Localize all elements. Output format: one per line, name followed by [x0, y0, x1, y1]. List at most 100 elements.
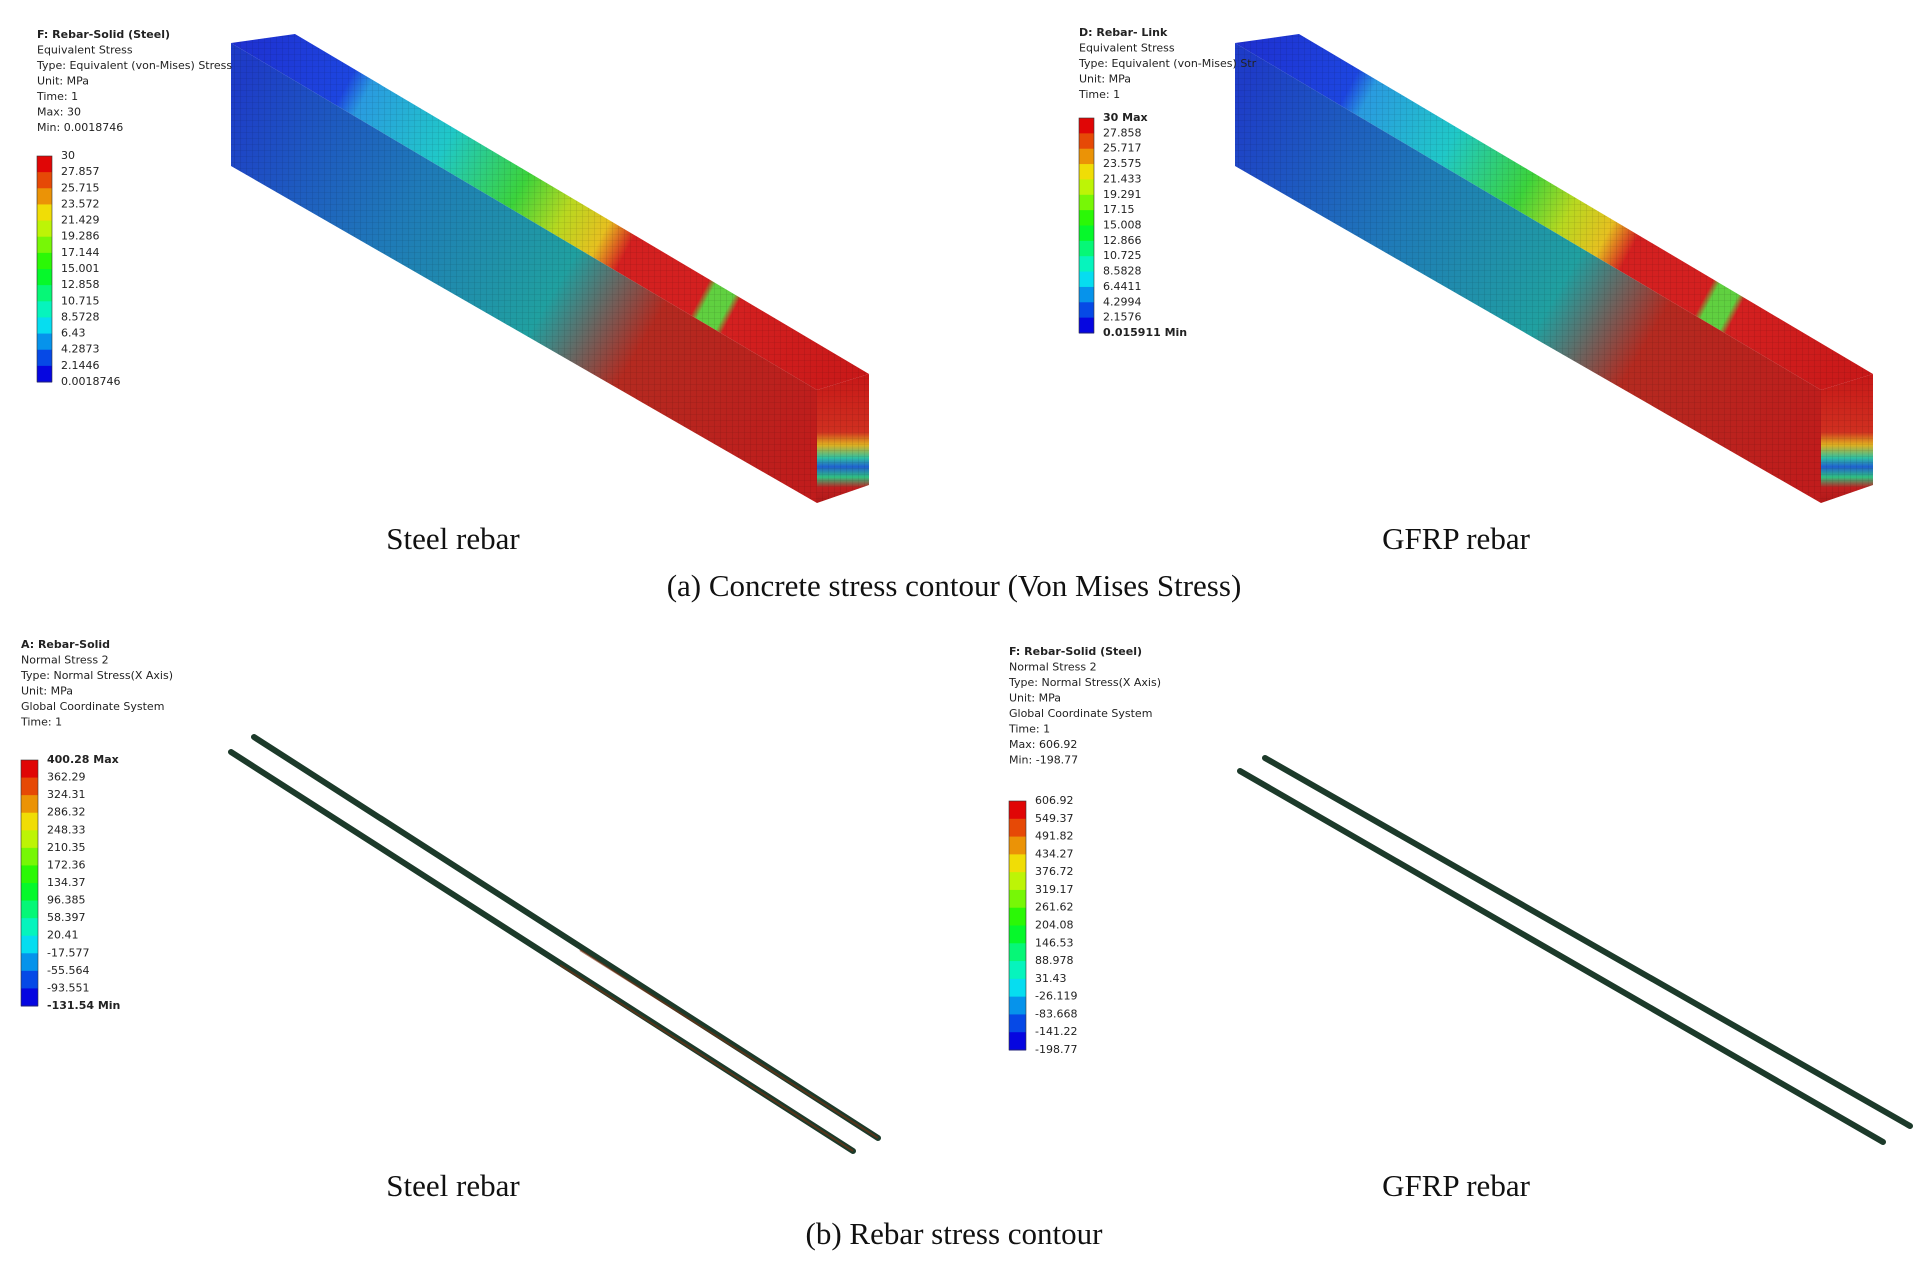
- legend-label: 324.31: [47, 788, 86, 801]
- legend-header: Max: 30: [37, 106, 81, 119]
- legend-label: 248.33: [47, 823, 86, 836]
- legend-band: [1079, 210, 1094, 226]
- legend-label: 17.15: [1103, 203, 1135, 216]
- legend-band: [21, 970, 38, 989]
- legend-label: 12.858: [61, 278, 100, 291]
- legend-label: 31.43: [1035, 972, 1067, 985]
- legend-band: [21, 953, 38, 972]
- legend-band: [1009, 961, 1026, 980]
- legend-band: [1009, 854, 1026, 873]
- legend-band: [1079, 164, 1094, 180]
- legend-header: Equivalent Stress: [37, 44, 133, 57]
- legend-label: 2.1446: [61, 359, 100, 372]
- legend-label: 319.17: [1035, 883, 1074, 896]
- legend-label: 261.62: [1035, 901, 1074, 914]
- legend-label: 434.27: [1035, 847, 1074, 860]
- legend-label: -26.119: [1035, 990, 1077, 1003]
- legend-header: Type: Normal Stress(X Axis): [20, 669, 173, 682]
- legend-header: Type: Normal Stress(X Axis): [1008, 676, 1161, 689]
- rebar-shading: [559, 949, 879, 1152]
- legend-label: 8.5828: [1103, 265, 1142, 278]
- legend-header: D: Rebar- Link: [1079, 26, 1168, 39]
- legend-label: 19.286: [61, 230, 100, 243]
- legend-band: [1079, 133, 1094, 150]
- legend-label: 27.857: [61, 165, 100, 178]
- legend-label: 4.2873: [61, 343, 100, 356]
- legend-header: Type: Equivalent (von-Mises) Str: [1078, 57, 1257, 70]
- legend-band: [37, 220, 52, 238]
- legend-label: 491.82: [1035, 830, 1074, 843]
- legend-label: -17.577: [47, 946, 89, 959]
- legend-band: [1079, 302, 1094, 319]
- legend-label: 25.715: [61, 181, 100, 194]
- legend-band: [1009, 1014, 1026, 1033]
- legend-label: 12.866: [1103, 234, 1142, 247]
- legend-label: -141.22: [1035, 1025, 1077, 1038]
- legend-header: Time: 1: [20, 716, 62, 729]
- legend-header: Time: 1: [1078, 88, 1120, 101]
- legend-label: 21.429: [61, 214, 100, 227]
- legend-label: 286.32: [47, 806, 86, 819]
- legend-frame: [20, 759, 39, 1007]
- legend-band: [37, 301, 52, 318]
- legend-label: 25.717: [1103, 142, 1142, 155]
- legend-band: [1009, 925, 1026, 944]
- legend-header: Unit: MPa: [1009, 692, 1061, 705]
- legend-label: 10.715: [61, 294, 100, 307]
- legend-band: [1009, 872, 1026, 891]
- legend-band: [37, 204, 52, 222]
- legend-label: 30 Max: [1103, 111, 1148, 124]
- legend-band: [1079, 271, 1094, 288]
- legend-band: [21, 795, 38, 814]
- legend-label: 376.72: [1035, 865, 1074, 878]
- legend-header: Unit: MPa: [21, 685, 73, 698]
- legend-band: [1079, 118, 1094, 134]
- legend-band: [37, 236, 52, 254]
- legend-label: 362.29: [47, 771, 86, 784]
- legend-label: 20.41: [47, 929, 79, 942]
- legend-header: Unit: MPa: [37, 75, 89, 88]
- legend-label: 0.0018746: [61, 375, 121, 388]
- legend-band: [37, 317, 52, 335]
- legend-header: Type: Equivalent (von-Mises) Stress: [36, 59, 232, 72]
- legend-band: [37, 269, 52, 286]
- caption: Steel rebar: [386, 521, 520, 556]
- legend-band: [21, 760, 38, 779]
- legend-header: Global Coordinate System: [1009, 707, 1152, 720]
- legend-band: [37, 156, 52, 173]
- legend-band: [1009, 818, 1026, 838]
- legend-band: [1009, 978, 1026, 998]
- legend-band: [37, 365, 52, 383]
- legend-label: 172.36: [47, 858, 86, 871]
- legend-band: [21, 847, 38, 866]
- legend-label: 8.5728: [61, 310, 100, 323]
- legend-label: 549.37: [1035, 812, 1074, 825]
- caption: GFRP rebar: [1382, 1168, 1530, 1203]
- legend-band: [1009, 889, 1026, 909]
- legend-band: [21, 865, 38, 884]
- legend-band: [1009, 1032, 1026, 1051]
- legend-label: 17.144: [61, 246, 100, 259]
- legend-header: Max: 606.92: [1009, 738, 1077, 751]
- legend-label: 30: [61, 149, 75, 162]
- legend-label: 4.2994: [1103, 295, 1142, 308]
- legend-label: 19.291: [1103, 188, 1142, 201]
- beam-contour: [231, 34, 869, 503]
- legend-label: 2.1576: [1103, 311, 1142, 324]
- figure-caption: (a) Concrete stress contour (Von Mises S…: [667, 568, 1242, 603]
- legend-label: -131.54 Min: [47, 999, 120, 1012]
- legend-band: [37, 252, 52, 270]
- legend-band: [21, 812, 38, 831]
- legend-label: 88.978: [1035, 954, 1074, 967]
- legend-band: [37, 333, 52, 351]
- legend-band: [37, 285, 52, 302]
- legend-header: F: Rebar-Solid (Steel): [1009, 645, 1142, 658]
- legend-label: -93.551: [47, 981, 89, 994]
- legend-header: Global Coordinate System: [21, 700, 164, 713]
- legend-label: 58.397: [47, 911, 86, 924]
- legend-band: [1079, 256, 1094, 273]
- legend-header: Min: 0.0018746: [37, 121, 123, 134]
- legend-header: Normal Stress 2: [1009, 661, 1097, 674]
- legend-header: A: Rebar-Solid: [21, 638, 110, 651]
